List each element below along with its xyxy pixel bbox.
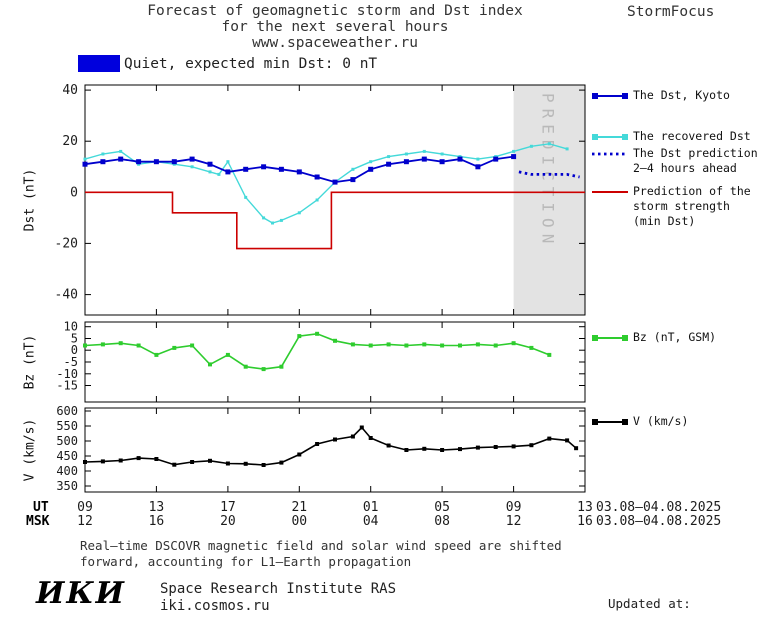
x-tick-ut: 21	[291, 500, 308, 515]
svg-text:10: 10	[64, 320, 78, 334]
x-tick-ut: 09	[505, 500, 522, 515]
svg-text:350: 350	[56, 479, 78, 493]
iki-logo[interactable]: ИКИ	[36, 576, 126, 611]
storm-status-text: Quiet, expected min Dst: 0 nT	[124, 56, 378, 72]
footer-note-line-2: forward, accounting for L1–Earth propaga…	[80, 554, 412, 569]
legend-label-bz-gsm: Bz (nT, GSM)	[633, 330, 717, 344]
svg-text:400: 400	[56, 464, 78, 478]
ut-row-label: UT	[33, 500, 49, 515]
legend-label-storm-strength: Prediction of the storm strength (min Dst)	[633, 184, 751, 228]
legend-sample-bz-gsm	[592, 335, 628, 341]
time-axis: UT 09 13 17 21 01 05 09 13 03.08–04.08.2025 MSK 12 1…	[0, 500, 760, 534]
legend-recovered-dst: The recovered Dst	[591, 129, 751, 144]
x-tick-ut: 09	[77, 500, 93, 515]
legend-label-dst-prediction: The Dst prediction 2–4 hours ahead	[633, 146, 758, 175]
svg-text:PREDICTION: PREDICTION	[538, 93, 557, 249]
legend-storm-strength: Prediction of the storm strength (min Dst)	[591, 184, 751, 229]
footer-note-line-1: Real–time DSCOVR magnetic field and sola…	[80, 538, 562, 553]
x-tick-msk: 16	[577, 514, 593, 529]
updated-label: Updated at:	[608, 596, 691, 611]
svg-text:40: 40	[62, 83, 78, 98]
date-range-msk: 03.08–04.08.2025	[596, 514, 722, 529]
x-tick-ut: 01	[362, 500, 379, 515]
svg-text:500: 500	[56, 434, 78, 448]
svg-text:-15: -15	[56, 379, 78, 393]
footer-note: Real–time DSCOVR magnetic field and sola…	[80, 538, 562, 570]
quiet-level-swatch	[78, 55, 120, 72]
legend-bz-gsm: Bz (nT, GSM)	[591, 330, 716, 345]
x-tick-ut: 13	[148, 500, 165, 515]
institute-site-link[interactable]: iki.cosmos.ru	[160, 598, 270, 614]
svg-text:600: 600	[56, 406, 78, 418]
svg-text:-10: -10	[56, 367, 78, 381]
legend-label-v-speed: V (km/s)	[633, 414, 689, 428]
x-tick-msk: 20	[220, 514, 236, 529]
svg-text:-40: -40	[55, 288, 78, 303]
svg-text:20: 20	[62, 134, 78, 149]
svg-text:0: 0	[71, 343, 78, 357]
x-tick-msk: 00	[291, 514, 308, 529]
legend-dst-prediction: The Dst prediction 2–4 hours ahead	[591, 146, 758, 176]
updated-at-block: Updated at: UT 09:05, 04.08.2025 MSK 12:…	[596, 566, 754, 620]
chart-legends: The Dst, Kyoto The recovered Dst The Dst p…	[591, 88, 758, 429]
svg-text:450: 450	[56, 449, 78, 463]
x-tick-msk: 12	[505, 514, 522, 529]
x-tick-ut: 05	[434, 500, 450, 515]
x-tick-msk: 08	[434, 514, 450, 529]
page-title: Forecast of geomagnetic storm and Dst in…	[85, 3, 585, 51]
msk-row-label: MSK	[26, 514, 50, 529]
institute-block: Space Research Institute RAS iki.cosmos.…	[160, 581, 396, 615]
legend-sample-dst-kyoto	[592, 93, 628, 99]
institute-name: Space Research Institute RAS	[160, 581, 397, 597]
svg-text:5: 5	[71, 332, 78, 346]
legend-sample-v-speed	[592, 419, 628, 425]
dst-chart: PREDICTION 40 20 0 -20 -40	[55, 83, 586, 316]
x-tick-ut: 13	[577, 500, 593, 515]
legend-label-recovered-dst: The recovered Dst	[633, 129, 751, 143]
x-tick-msk: 04	[362, 514, 379, 529]
svg-text:0: 0	[70, 185, 78, 200]
x-tick-msk: 12	[77, 514, 93, 529]
svg-text:550: 550	[56, 419, 78, 433]
brand-stormfocus: StormFocus	[627, 4, 715, 20]
legend-sample-storm-strength	[592, 191, 628, 193]
legend-sample-recovered-dst	[592, 134, 628, 140]
title-line-2: for the next several hours	[221, 19, 449, 35]
title-line-1: Forecast of geomagnetic storm and Dst in…	[147, 3, 523, 19]
x-tick-ut: 17	[220, 500, 236, 515]
x-tick-msk: 16	[148, 514, 165, 529]
legend-v-speed: V (km/s)	[591, 414, 688, 429]
legend-label-dst-kyoto: The Dst, Kyoto	[633, 88, 730, 102]
svg-text:-20: -20	[55, 236, 78, 251]
legend-sample-dst-prediction	[592, 152, 628, 156]
date-range-ut: 03.08–04.08.2025	[596, 500, 722, 515]
legend-dst-kyoto: The Dst, Kyoto	[591, 88, 730, 103]
website-url[interactable]: www.spaceweather.ru	[252, 35, 418, 51]
svg-text:-5: -5	[64, 355, 78, 369]
